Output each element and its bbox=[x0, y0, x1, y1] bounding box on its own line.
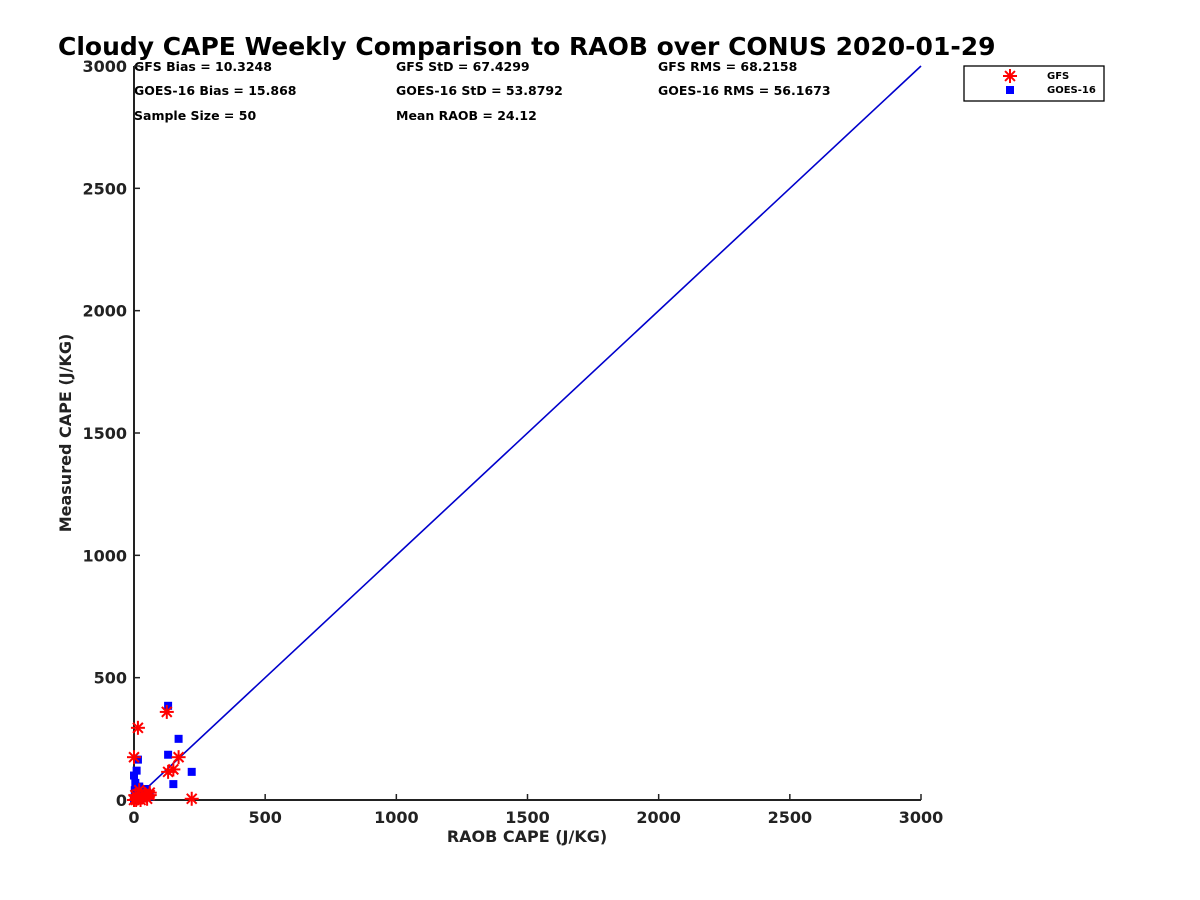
x-tick-label-0: 0 bbox=[128, 808, 139, 827]
goes16-point-17 bbox=[187, 767, 196, 776]
y-axis-label: Measured CAPE (J/KG) bbox=[56, 334, 75, 533]
legend: GFS GOES-16 bbox=[963, 65, 1105, 102]
stat-gfs-bias: GFS Bias = 10.3248 bbox=[134, 59, 272, 74]
one-to-one-line-path bbox=[133, 65, 922, 801]
y-tick-label-2000: 2000 bbox=[82, 302, 127, 321]
gfs-point-17 bbox=[142, 785, 157, 800]
y-tick-label-2500: 2500 bbox=[82, 179, 127, 198]
chart-title: Cloudy CAPE Weekly Comparison to RAOB ov… bbox=[58, 32, 996, 61]
stat-gfs-std: GFS StD = 67.4299 bbox=[396, 59, 530, 74]
one-to-one-line bbox=[133, 65, 922, 801]
gfs-point-11 bbox=[133, 793, 148, 807]
gfs-point-16 bbox=[184, 791, 199, 806]
legend-gfs-marker bbox=[1003, 69, 1017, 83]
x-tick-label-3000: 3000 bbox=[899, 808, 944, 827]
x-tick-label-2000: 2000 bbox=[636, 808, 681, 827]
gfs-point-1 bbox=[130, 720, 145, 735]
stat-mean-raob: Mean RAOB = 24.12 bbox=[396, 108, 537, 123]
y-tick-label-3000: 3000 bbox=[82, 57, 127, 76]
stat-goes-std: GOES-16 StD = 53.8792 bbox=[396, 83, 563, 98]
gfs-point-15 bbox=[171, 750, 186, 765]
goes16-point-16 bbox=[169, 780, 178, 789]
gfs-point-12 bbox=[159, 704, 174, 719]
stat-sample-size: Sample Size = 50 bbox=[134, 108, 256, 123]
x-tick-label-500: 500 bbox=[248, 808, 281, 827]
legend-gfs-star bbox=[1003, 69, 1017, 83]
goes16-point-13 bbox=[164, 701, 173, 710]
stat-goes-rms: GOES-16 RMS = 56.1673 bbox=[658, 83, 831, 98]
legend-label-goes16: GOES-16 bbox=[1047, 85, 1096, 96]
y-tick-label-1500: 1500 bbox=[82, 424, 127, 443]
data-points bbox=[127, 701, 199, 807]
x-axis-label: RAOB CAPE (J/KG) bbox=[447, 827, 607, 846]
goes16-point-2 bbox=[133, 755, 142, 764]
x-tick-label-2500: 2500 bbox=[768, 808, 813, 827]
gfs-point-14 bbox=[166, 762, 181, 777]
legend-label-gfs: GFS bbox=[1047, 71, 1069, 82]
gfs-point-0 bbox=[127, 750, 141, 765]
stat-goes-bias: GOES-16 Bias = 15.868 bbox=[134, 83, 296, 98]
legend-goes16-marker bbox=[1006, 86, 1014, 94]
stats-block: GFS Bias = 10.3248 GFS StD = 67.4299 GFS… bbox=[134, 59, 831, 123]
goes16-point-1 bbox=[132, 766, 141, 775]
y-tick-label-1000: 1000 bbox=[82, 546, 127, 565]
goes16-point-0 bbox=[130, 771, 138, 780]
stat-gfs-rms: GFS RMS = 68.2158 bbox=[658, 59, 797, 74]
x-tick-label-1000: 1000 bbox=[374, 808, 419, 827]
legend-goes16-square bbox=[1006, 86, 1014, 94]
goes16-point-15 bbox=[174, 734, 183, 743]
y-tick-label-500: 500 bbox=[94, 669, 127, 688]
x-tick-label-1500: 1500 bbox=[505, 808, 550, 827]
y-tick-label-0: 0 bbox=[116, 791, 127, 810]
goes16-point-14 bbox=[164, 750, 173, 759]
axes: 0 500 1000 1500 2000 2500 3000 0 500 1000 1500 2000… bbox=[82, 57, 943, 827]
legend-box bbox=[963, 65, 1105, 102]
